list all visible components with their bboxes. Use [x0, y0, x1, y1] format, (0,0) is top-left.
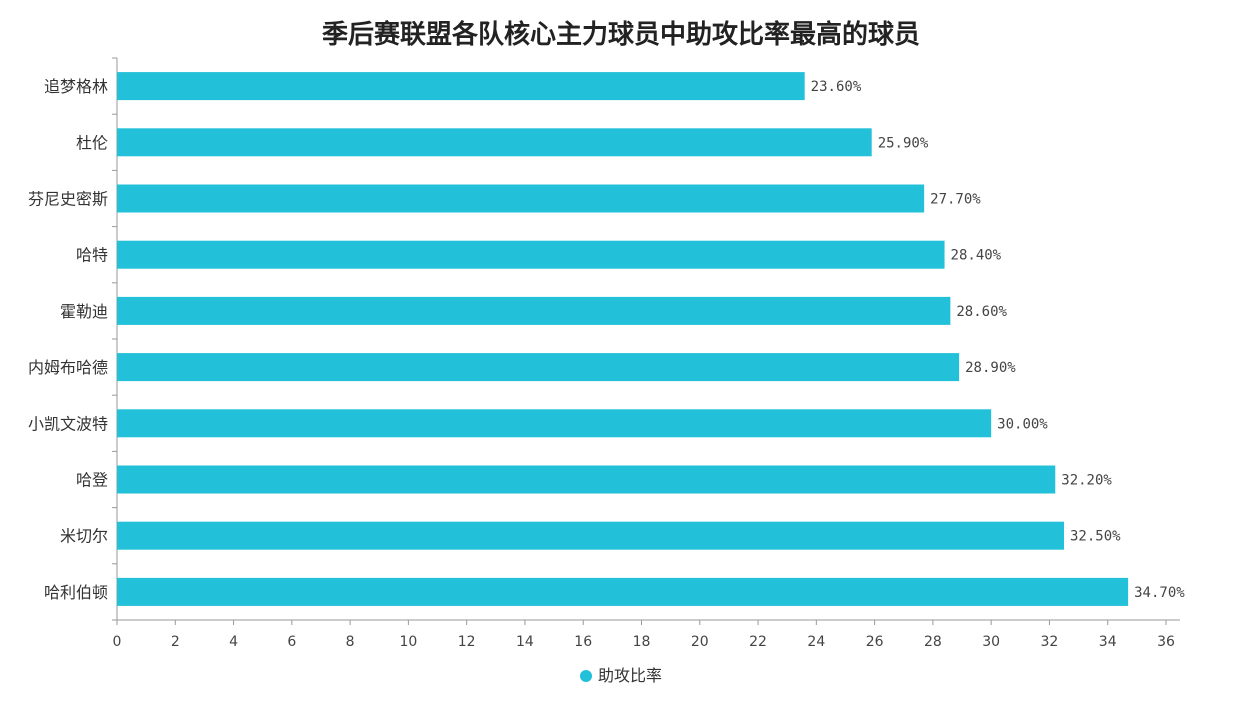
data-label: 28.40%	[951, 248, 1002, 264]
x-tick-label: 34	[1099, 634, 1117, 650]
x-tick-label: 32	[1041, 634, 1059, 650]
category-label: 哈特	[76, 246, 108, 265]
bar	[117, 465, 1056, 494]
x-tick-label: 0	[113, 634, 122, 650]
bar	[117, 72, 805, 101]
x-tick-label: 28	[924, 634, 942, 650]
data-label: 27.70%	[930, 192, 981, 208]
bar	[117, 409, 992, 438]
bar	[117, 184, 925, 213]
data-label: 34.70%	[1134, 585, 1185, 601]
category-label: 霍勒迪	[60, 302, 108, 321]
legend-label: 助攻比率	[597, 666, 662, 685]
bar	[117, 577, 1129, 606]
x-tick-label: 20	[691, 634, 709, 650]
x-tick-label: 4	[229, 634, 238, 650]
bar	[117, 240, 945, 269]
x-tick-label: 18	[633, 634, 651, 650]
x-tick-label: 8	[346, 634, 355, 650]
category-label: 哈登	[76, 471, 108, 490]
category-label: 小凯文波特	[28, 414, 108, 433]
data-label: 32.50%	[1070, 529, 1121, 545]
x-tick-label: 30	[982, 634, 1000, 650]
x-tick-label: 6	[287, 634, 296, 650]
bar	[117, 521, 1065, 550]
x-tick-label: 12	[458, 634, 476, 650]
x-tick-label: 24	[807, 634, 825, 650]
category-label: 追梦格林	[44, 77, 108, 96]
legend: 助攻比率	[0, 662, 1242, 686]
data-label: 28.90%	[965, 360, 1016, 376]
x-tick-label: 26	[866, 634, 884, 650]
data-label: 30.00%	[997, 416, 1048, 432]
x-tick-label: 10	[399, 634, 417, 650]
category-label: 哈利伯顿	[44, 583, 108, 602]
data-label: 23.60%	[811, 79, 862, 95]
bar	[117, 296, 951, 325]
x-tick-label: 16	[574, 634, 592, 650]
data-label: 25.90%	[878, 135, 929, 151]
chart-title: 季后赛联盟各队核心主力球员中助攻比率最高的球员	[321, 20, 920, 50]
data-label: 28.60%	[956, 304, 1007, 320]
data-label: 32.20%	[1061, 473, 1112, 489]
category-label: 芬尼史密斯	[28, 190, 108, 209]
x-tick-label: 2	[171, 634, 180, 650]
bar	[117, 128, 872, 157]
bars	[117, 72, 1129, 606]
bar	[117, 353, 960, 382]
legend-marker	[579, 670, 592, 682]
x-tick-label: 36	[1157, 634, 1175, 650]
category-label: 杜伦	[76, 133, 108, 152]
x-tick-label: 14	[516, 634, 534, 650]
x-tick-label: 22	[749, 634, 767, 650]
category-label: 内姆布哈德	[28, 358, 108, 377]
category-label: 米切尔	[60, 527, 108, 546]
